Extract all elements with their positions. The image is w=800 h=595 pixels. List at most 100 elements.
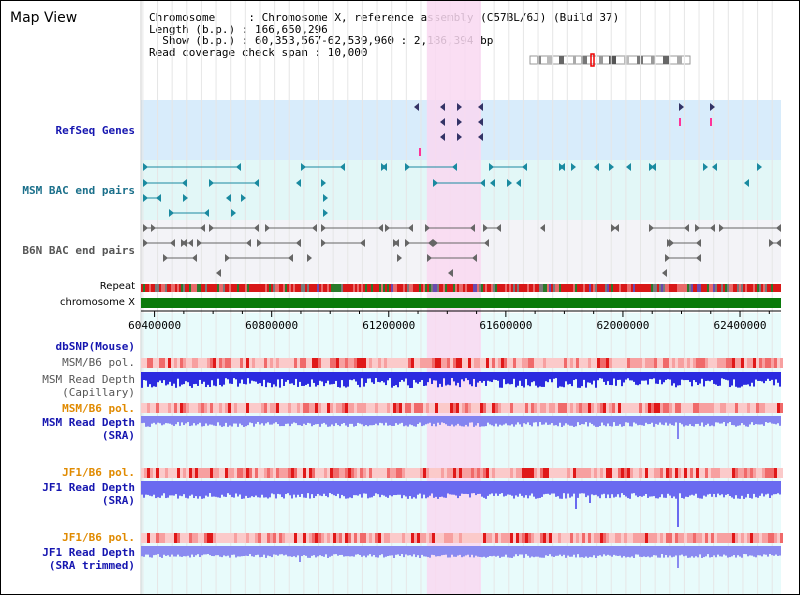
repeat-segment [517,284,519,292]
depth-bar [175,372,177,388]
depth-bar [417,546,419,556]
pol-cell [414,358,417,368]
pol-cell [585,358,588,368]
msm-bac-end [757,163,762,171]
depth-bar [181,546,183,557]
pol-cell [492,403,495,413]
axis-tick-label: 60800000 [245,319,298,332]
msm-read-depth-sra-label[interactable]: MSM Read Depth [42,416,135,429]
depth-bar [617,372,619,380]
depth-bar [263,546,265,555]
pol-cell [708,533,711,543]
depth-bar [583,416,585,425]
pol-cell [516,403,519,413]
depth-bar [627,546,629,557]
pol-cell [291,358,294,368]
msm-read-depth-capillary-label[interactable]: MSM Read Depth [42,373,135,386]
b6n-bac-pair-end [484,239,489,247]
depth-bar [299,416,301,426]
pol-cell [378,468,381,478]
pol-cell [759,468,762,478]
depth-bar [691,416,693,427]
depth-bar [655,372,657,384]
jf1-b6-pol-label[interactable]: JF1/B6 pol. [62,466,135,479]
jf1-b6-pol-2-label[interactable]: JF1/B6 pol. [62,531,135,544]
repeat-segment [257,284,259,292]
pol-cell [285,468,288,478]
jf1-read-depth-sra-label[interactable]: JF1 Read Depth [42,481,135,494]
depth-bar [675,372,677,388]
depth-bar [409,372,411,388]
pol-cell [420,403,423,413]
depth-bar [285,546,287,555]
refseq-genes-label[interactable]: RefSeq Genes [55,124,135,137]
pol-cell [228,403,231,413]
depth-bar [717,372,719,386]
pol-cell [546,358,549,368]
depth-bar [217,481,219,498]
depth-bar [761,372,763,382]
repeat-segment [163,284,165,292]
depth-bar [757,416,759,425]
pol-cell [657,403,660,413]
pol-cell [309,403,312,413]
chromosome-ideogram[interactable] [529,53,693,67]
pol-cell [705,468,708,478]
pol-cell [360,358,363,368]
depth-bar [325,416,327,425]
pol-cell [507,533,510,543]
jf1-read-depth-trimmed-label[interactable]: JF1 Read Depth [42,546,135,559]
depth-bar [459,372,461,388]
repeat-segment [569,284,571,292]
pol-cell [231,403,234,413]
depth-bar [737,546,739,556]
depth-bar [523,481,525,498]
pol-cell [717,358,720,368]
pol-cell [258,403,261,413]
pol-cell [678,358,681,368]
msm-b6-pol-label[interactable]: MSM/B6 pol. [62,356,135,369]
pol-cell [639,358,642,368]
pol-cell [495,533,498,543]
pol-cell [465,403,468,413]
b6n-bac-end [307,254,312,262]
depth-bar [215,546,217,556]
ideogram-band [581,56,587,64]
repeat-segment [731,284,733,292]
depth-bar [569,546,571,557]
b6n-bac-label[interactable]: B6N BAC end pairs [22,244,135,257]
depth-bar [529,372,531,387]
repeat-segment [299,284,301,292]
depth-bar [707,372,709,381]
pol-cell [549,468,552,478]
pol-cell [324,533,327,543]
depth-bar [711,481,713,497]
pol-cell [387,358,390,368]
repeat-segment [541,284,543,292]
msm-b6-pol-sra-label[interactable]: MSM/B6 pol. [62,402,135,415]
pol-cell [564,533,567,543]
dbsnp-label[interactable]: dbSNP(Mouse) [55,340,135,353]
pol-cell [543,358,546,368]
msm-bac-label[interactable]: MSM BAC end pairs [22,184,135,197]
pol-cell [408,403,411,413]
depth-bar [415,546,417,558]
repeat-segment [689,284,691,292]
pol-cell [189,403,192,413]
pol-cell [711,403,714,413]
pol-cell [711,533,714,543]
pol-cell [576,468,579,478]
pol-cell [279,468,282,478]
depth-bar [647,416,649,425]
pol-cell [258,533,261,543]
depth-bar [337,546,339,556]
depth-bar [641,546,643,558]
pol-cell [735,403,738,413]
repeat-segment [579,284,581,292]
pol-cell [249,358,252,368]
depth-bar [399,546,401,557]
depth-bar [531,546,533,557]
ideogram-band [599,56,603,64]
depth-bar [333,546,335,555]
